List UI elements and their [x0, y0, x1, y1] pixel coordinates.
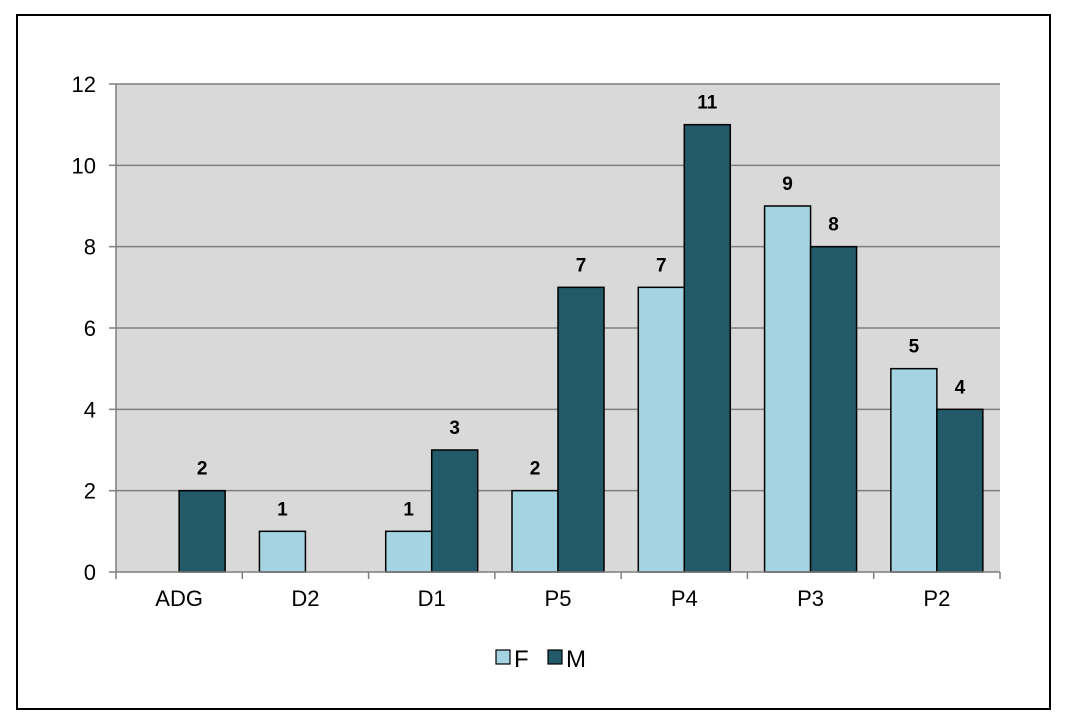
x-tick-label-P3: P3 — [797, 586, 824, 611]
bar-F-P3 — [763, 205, 812, 573]
data-label-M-P5: 7 — [576, 255, 587, 276]
data-label-F-P3: 9 — [782, 174, 793, 195]
bar-F-P2 — [890, 367, 938, 573]
legend-label-F: F — [514, 646, 529, 673]
bars — [178, 123, 984, 573]
data-label-M-D1: 3 — [449, 418, 460, 439]
bar-F-P5 — [511, 489, 559, 573]
x-tick-label-D2: D2 — [291, 586, 319, 611]
y-tick-label: 0 — [84, 560, 96, 585]
data-label-F-P2: 5 — [909, 337, 920, 358]
x-tick-label-D1: D1 — [418, 586, 446, 611]
y-tick-label: 4 — [84, 397, 96, 422]
data-label-F-P4: 7 — [656, 255, 667, 276]
x-tick-label-P5: P5 — [545, 586, 572, 611]
legend-label-M: M — [566, 646, 586, 673]
bar-M-P5 — [557, 286, 605, 573]
data-label-M-ADG: 2 — [197, 459, 208, 480]
bar-F-P4 — [637, 286, 686, 573]
bar-F-D1 — [384, 530, 433, 573]
bar-F-D2 — [258, 530, 307, 573]
y-tick-label: 8 — [84, 235, 96, 260]
bar-M-P4 — [683, 123, 732, 573]
data-label-M-P4: 11 — [697, 93, 718, 114]
y-tick-label: 12 — [72, 72, 96, 97]
y-tick-label: 10 — [72, 153, 96, 178]
bar-M-ADG — [178, 489, 226, 573]
data-label-F-P5: 2 — [530, 459, 541, 480]
data-label-F-D1: 1 — [403, 499, 414, 520]
bar-M-P2 — [936, 408, 984, 573]
y-tick-label: 6 — [84, 316, 96, 341]
x-tick-label-ADG: ADG — [155, 586, 203, 611]
legend-swatch-M — [547, 649, 563, 665]
data-label-M-P3: 8 — [828, 215, 839, 236]
legend-swatch-F — [495, 649, 511, 665]
x-tick-label-P2: P2 — [923, 586, 950, 611]
data-label-M-P2: 4 — [955, 377, 966, 398]
bar-M-D1 — [430, 449, 479, 573]
y-tick-label: 2 — [84, 479, 96, 504]
bar-M-P3 — [809, 245, 858, 573]
x-tick-label-P4: P4 — [671, 586, 698, 611]
data-label-F-D2: 1 — [277, 499, 288, 520]
